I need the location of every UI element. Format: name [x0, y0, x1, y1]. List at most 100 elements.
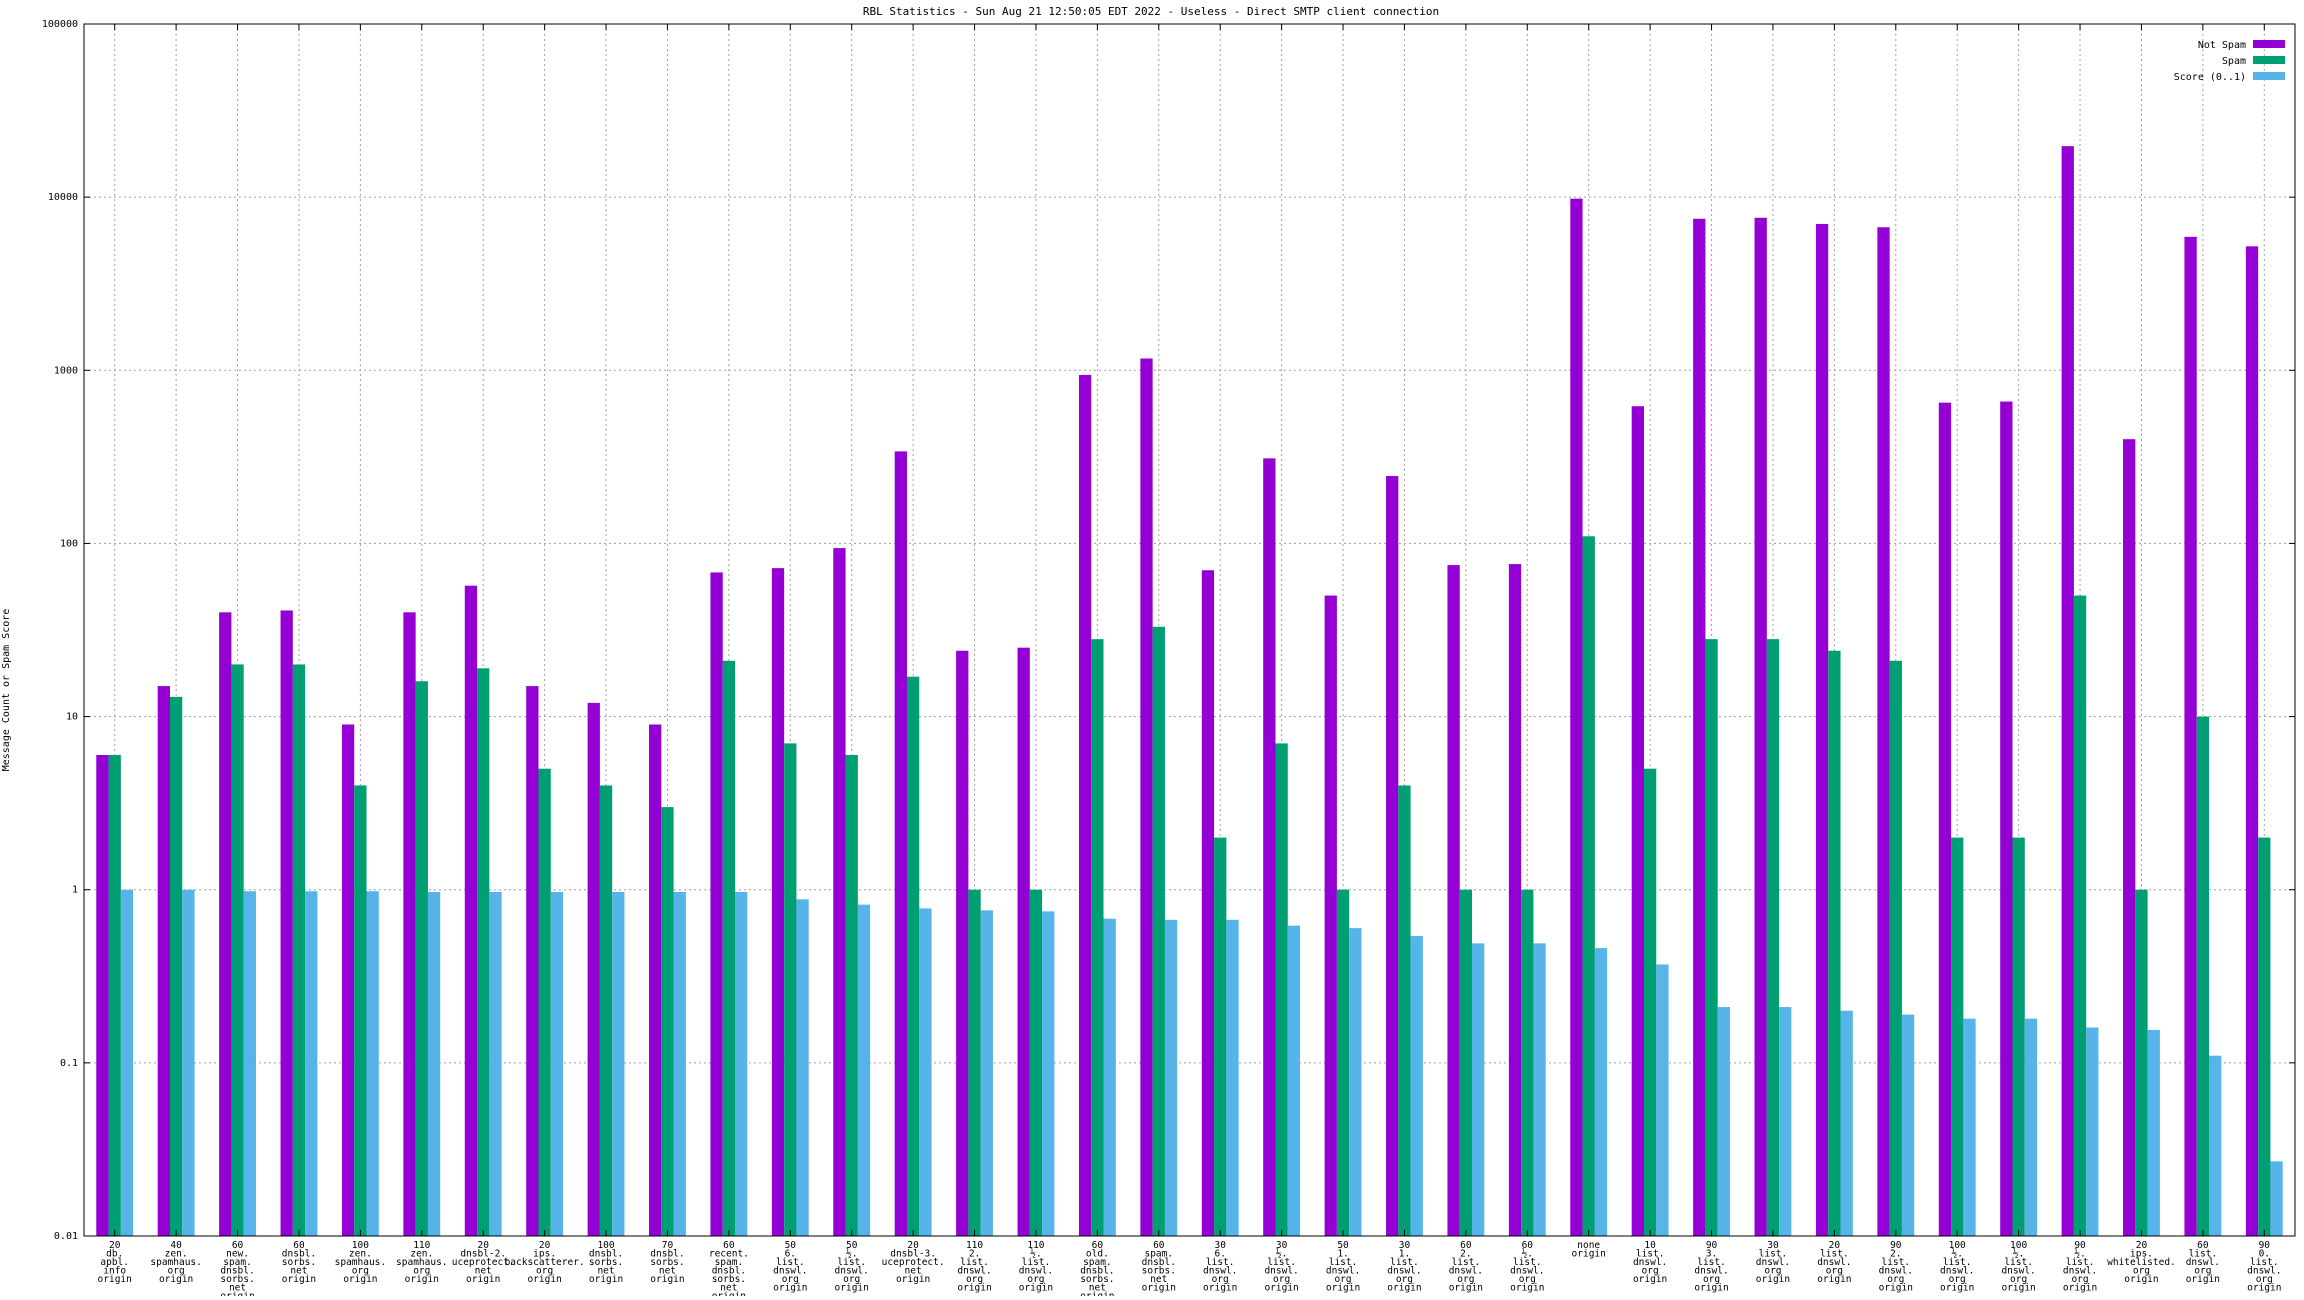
bar [464, 585, 478, 1236]
bar [1042, 911, 1055, 1236]
bar [2270, 1161, 2283, 1236]
bar [1164, 919, 1178, 1236]
bar [2012, 837, 2025, 1236]
bar [1447, 565, 1460, 1236]
chart-title: RBL Statistics - Sun Aug 21 12:50:05 EDT… [863, 5, 1439, 18]
bar [292, 664, 306, 1236]
bar [1877, 227, 1890, 1236]
bar [1754, 217, 1767, 1237]
bar [354, 785, 367, 1236]
bar [550, 892, 564, 1236]
series-not-spam [96, 146, 2259, 1237]
bar [366, 891, 379, 1236]
bar [243, 891, 256, 1236]
bar [2147, 1029, 2160, 1236]
bar [2000, 401, 2013, 1236]
x-tick-label: 60 2. list. dnswl. org origin [1449, 1240, 1483, 1294]
bar [427, 892, 441, 1236]
bar [1091, 639, 1104, 1236]
bar [1275, 743, 1288, 1236]
bar [538, 768, 551, 1236]
bar [1779, 1007, 1792, 1236]
bar [1643, 768, 1657, 1236]
x-tick-label: 40 zen. spamhaus. org origin [150, 1240, 201, 1285]
bar [1410, 936, 1423, 1236]
x-tick-label: 30 6. list. dnswl. org origin [1203, 1240, 1237, 1294]
x-tick-label: 110 ½. list. dnswl. org origin [1019, 1240, 1053, 1294]
bar [2061, 146, 2074, 1237]
bar [2184, 236, 2197, 1237]
series-spam [108, 536, 2271, 1236]
x-tick-label: 20 ips. whitelisted. org origin [2107, 1240, 2176, 1285]
y-tick-label: 100000 [42, 19, 78, 30]
y-tick-label: 10000 [48, 192, 78, 203]
bar [1594, 948, 1608, 1236]
bar [1201, 570, 1215, 1236]
bar [2123, 439, 2136, 1237]
bar [612, 892, 625, 1236]
bar [1521, 889, 1534, 1236]
bar [1459, 889, 1473, 1236]
y-tick-label: 1000 [54, 365, 78, 376]
x-tick-label: none origin [1572, 1240, 1606, 1260]
x-tick-label: 20 ips. backscatterer. org origin [505, 1240, 585, 1285]
bar [1828, 650, 1841, 1236]
x-tick-label: 50 ½. list. dnswl. org origin [835, 1240, 869, 1294]
bar [1656, 964, 1669, 1236]
bar [1693, 218, 1706, 1237]
bar [1336, 889, 1350, 1236]
x-tick-label: 20 dnsbl-3. uceprotect. net origin [882, 1240, 945, 1285]
bar [1226, 919, 1239, 1236]
bar [1815, 223, 1829, 1237]
bar [1631, 406, 1644, 1237]
x-tick-label: 100 dnsbl. sorbs. net origin [589, 1240, 623, 1285]
x-tick-label: 110 2. list. dnswl. org origin [957, 1240, 991, 1294]
bar [280, 610, 293, 1236]
bar [1717, 1007, 1730, 1236]
bar [956, 650, 969, 1236]
bar [1766, 639, 1780, 1236]
bar [526, 686, 539, 1236]
bar [96, 754, 109, 1236]
legend-swatch [2253, 56, 2285, 64]
x-tick-label: 30 list. dnswl. org origin [1756, 1240, 1790, 1285]
x-tick-label: 60 spam. dnsbl. sorbs. net origin [1142, 1240, 1176, 1294]
x-tick-label: 90 ½. list. dnswl. org origin [2063, 1240, 2097, 1294]
bar [968, 889, 981, 1236]
bar [906, 676, 920, 1236]
bar [722, 660, 736, 1236]
bar [1570, 198, 1583, 1237]
x-tick-label: 50 6. list. dnswl. org origin [773, 1240, 807, 1294]
bar [1152, 626, 1165, 1236]
bar [735, 892, 748, 1236]
bar [1029, 889, 1043, 1236]
bar [2024, 1018, 2038, 1236]
bar [1533, 943, 1546, 1236]
bar [1287, 925, 1301, 1236]
bar [182, 889, 195, 1236]
series-score-0-1 [120, 889, 2283, 1236]
legend-swatch [2253, 40, 2285, 48]
bar [857, 904, 871, 1236]
x-tick-label: 60 list. dnswl. org origin [2186, 1240, 2220, 1285]
bar [845, 754, 858, 1236]
bar [169, 696, 183, 1236]
legend-label: Score (0..1) [2174, 72, 2246, 83]
bar [120, 889, 134, 1236]
bar [1349, 928, 1362, 1236]
bar [2258, 837, 2271, 1236]
bar-series [96, 146, 2283, 1237]
x-tick-label: 90 0. list. dnswl. org origin [2247, 1240, 2281, 1294]
y-tick-label: 0.1 [60, 1058, 78, 1069]
bar [1263, 458, 1276, 1237]
y-tick-label: 10 [66, 712, 78, 723]
bar [2086, 1027, 2099, 1236]
bar [771, 568, 785, 1236]
bar [919, 908, 932, 1236]
bar [1103, 918, 1116, 1236]
bar [1472, 943, 1485, 1236]
bar [403, 612, 416, 1236]
